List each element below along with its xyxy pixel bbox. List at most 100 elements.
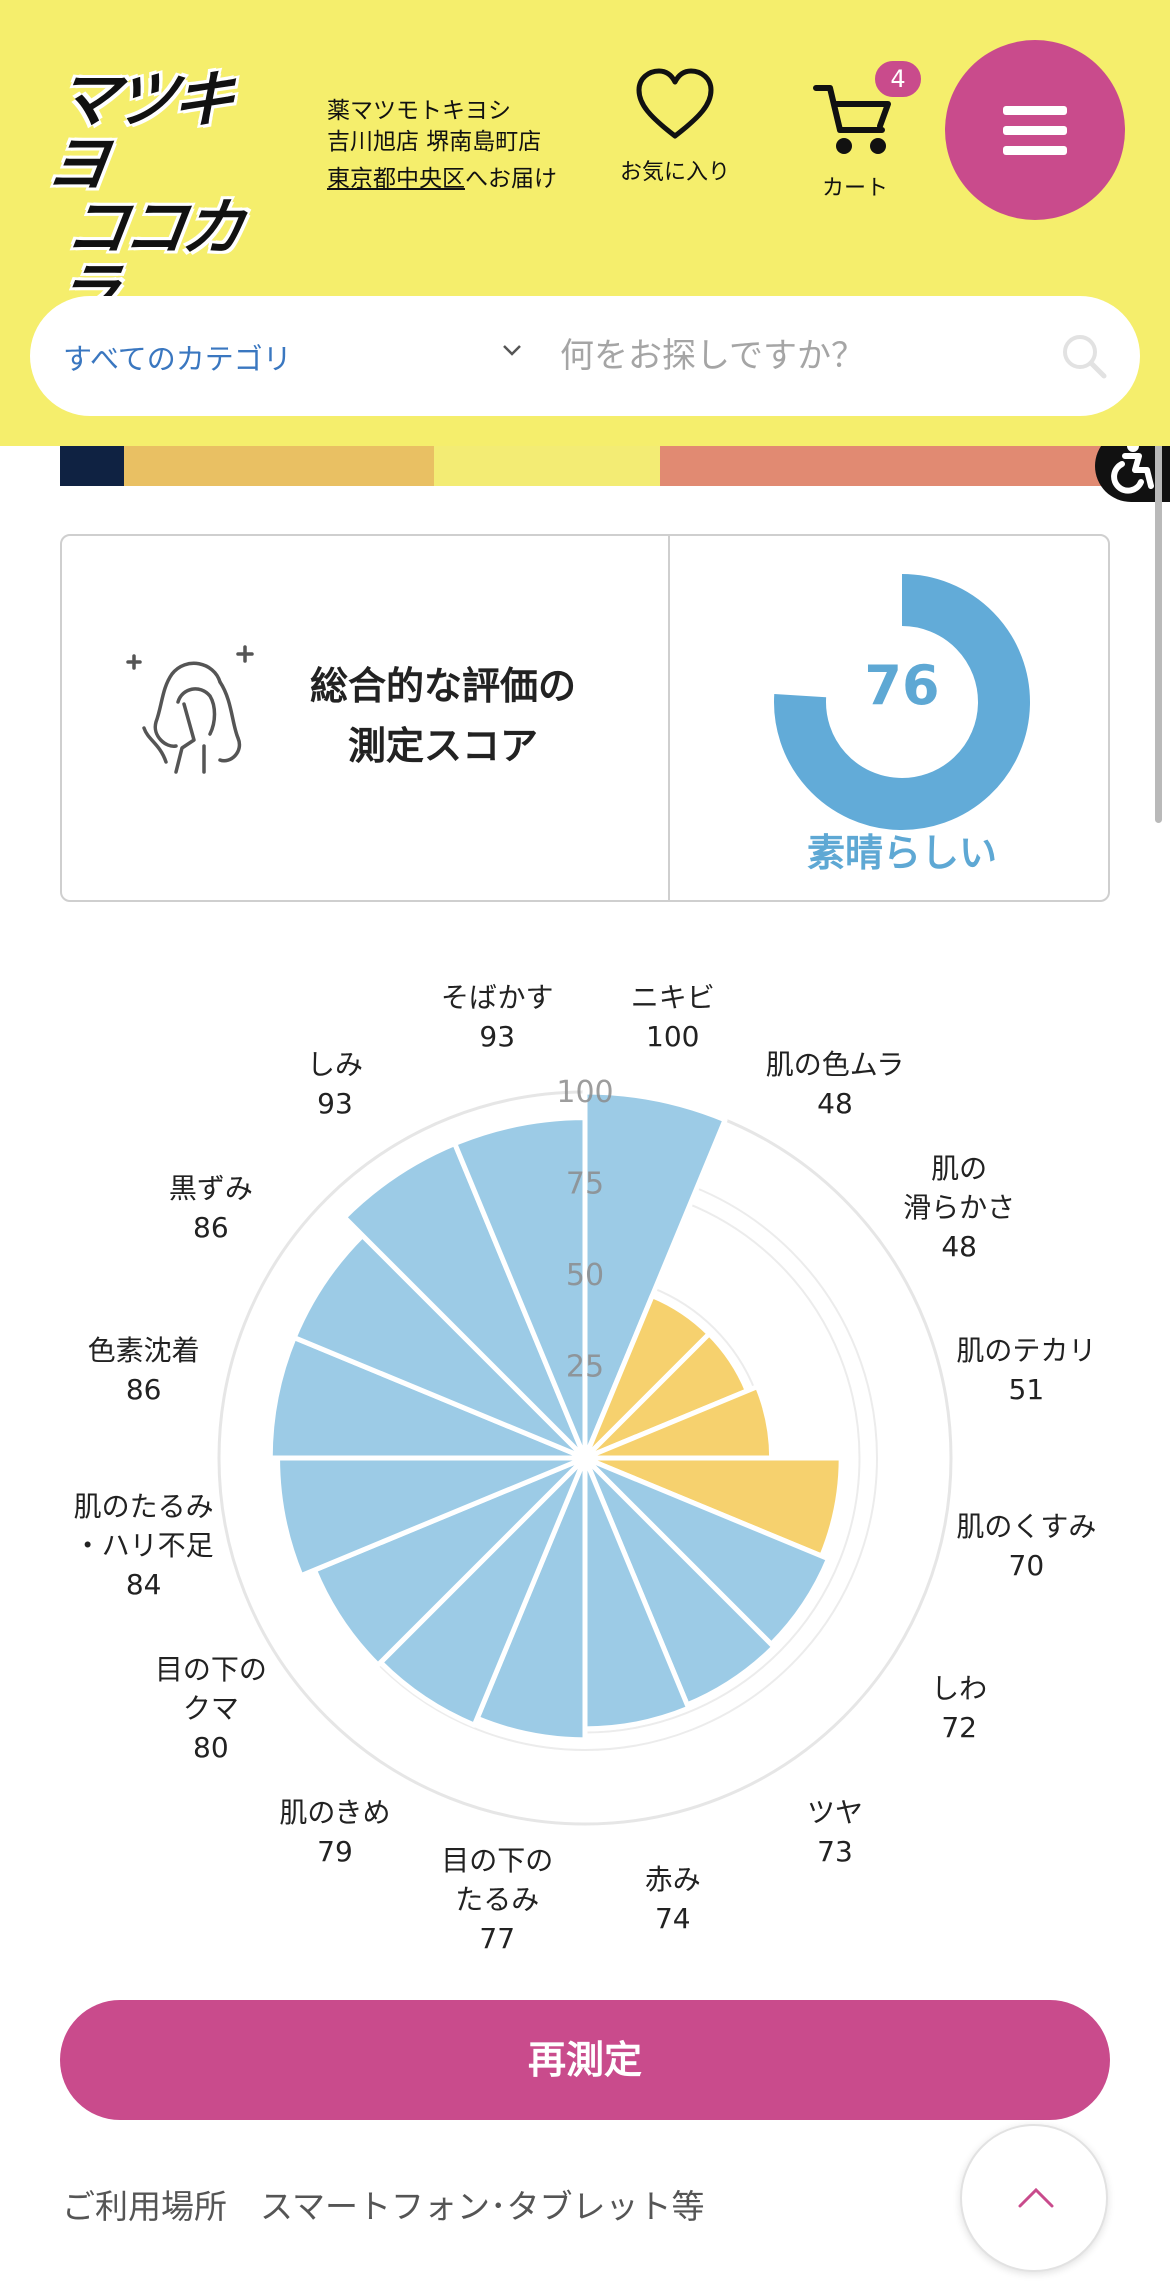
chart-label-text: しわ: [931, 1672, 988, 1705]
face-care-icon: [126, 645, 254, 774]
chart-bar-16: [452, 1115, 588, 1461]
chart-label-text: クマ: [182, 1691, 239, 1725]
chevron-up-icon: [1018, 2187, 1054, 2208]
delivery-prefecture-link[interactable]: 東京都中央区: [327, 166, 465, 192]
chart-label-value: 79: [317, 1835, 353, 1869]
chart-bar-1: [582, 1089, 728, 1461]
skin-analysis-chart: 25 50 75 100 ニキビ 100 肌の色ムラ 48 肌の 滑らかさ 48 肌のテカリ 51 肌の…: [0, 940, 1170, 2000]
search-bar: すべてのカテゴリ: [30, 296, 1140, 416]
promo-banner-segment[interactable]: [434, 446, 660, 486]
chart-label-text: ニキビ: [630, 980, 715, 1014]
cart-count-badge: 4: [872, 58, 924, 100]
chart-bar-15: [341, 1141, 588, 1461]
chart-label-14: 黒ずみ 86: [169, 1169, 253, 1247]
chart-label-value: 86: [125, 1373, 162, 1407]
card-title-line-2: 測定スコア: [348, 724, 539, 768]
promo-banner-segment[interactable]: [60, 446, 124, 486]
chart-label-15: しみ 93: [307, 1045, 363, 1123]
scroll-to-top-button[interactable]: [960, 2124, 1108, 2272]
card-title: 総合的な評価の 測定スコア: [310, 656, 576, 776]
chart-label-12: 肌のたるみ ・ハリ不足 84: [74, 1487, 214, 1604]
delivery-area[interactable]: 東京都中央区へお届け: [327, 164, 557, 195]
chart-label-text: 色素沈着: [87, 1334, 200, 1368]
delivery-suffix: へお届け: [465, 166, 557, 192]
store-branch: 吉川旭店 堺南島町店: [327, 129, 542, 155]
chart-label-13: 色素沈着 86: [88, 1331, 200, 1409]
chart-label-value: 48: [817, 1086, 853, 1120]
chart-label-value: 74: [654, 1902, 691, 1936]
chart-label-text: そばかす: [440, 980, 554, 1014]
chart-label-text: 赤み: [644, 1863, 701, 1897]
chart-label-text: 肌の色ムラ: [765, 1047, 905, 1081]
chart-label-10: 肌のきめ 79: [279, 1793, 390, 1871]
search-input[interactable]: [560, 326, 1020, 386]
score-donut: [774, 574, 1030, 830]
chart-label-value: 93: [479, 1019, 516, 1053]
chart-label-value: 86: [193, 1210, 229, 1244]
page-scrollbar[interactable]: [1155, 318, 1162, 823]
chart-label-text: 肌のテカリ: [956, 1334, 1097, 1368]
chevron-down-icon[interactable]: [500, 338, 524, 362]
menu-bar-2: [1003, 126, 1067, 135]
menu-bar-3: [1003, 146, 1067, 155]
card-divider: [668, 536, 670, 900]
chart-label-4: 肌のテカリ 51: [956, 1331, 1096, 1409]
promo-banner-segment[interactable]: [660, 446, 1110, 486]
brand-logo[interactable]: マツキヨ ココカラ: [42, 63, 262, 328]
chart-label-3: 肌の滑らかさ 48: [903, 1149, 1015, 1266]
chart-label-value: 70: [1008, 1548, 1045, 1582]
chart-label-text: たるみ: [455, 1882, 540, 1916]
chart-label-text: 黒ずみ: [168, 1171, 253, 1205]
chart-label-value: 73: [817, 1835, 853, 1869]
polar-chart-svg: 25 50 75 100: [217, 1075, 953, 1826]
chart-label-text: しみ: [306, 1047, 363, 1081]
score-rating: 素晴らしい: [806, 831, 997, 875]
chart-label-16: そばかす 93: [441, 978, 554, 1056]
store-name: 薬マツモトキヨシ: [327, 98, 511, 124]
logo-line-1: マツキヨ: [42, 63, 236, 200]
chart-label-value: 93: [317, 1086, 353, 1120]
chart-label-8: 赤み 74: [645, 1860, 701, 1938]
chart-label-value: 72: [941, 1711, 977, 1744]
chart-label-value: 100: [646, 1019, 700, 1053]
score-value: 76: [864, 654, 940, 717]
favorites-label: お気に入り: [619, 160, 730, 185]
score-arc: [774, 574, 1030, 830]
chart-label-text: 滑らかさ: [903, 1191, 1016, 1225]
cart-button[interactable]: 4 カート: [790, 58, 924, 202]
chart-label-5: 肌のくすみ 70: [956, 1507, 1096, 1585]
cart-label: カート: [821, 176, 888, 201]
favorites-button[interactable]: お気に入り: [610, 68, 740, 186]
chart-label-text: 目の下の: [441, 1843, 554, 1877]
chart-label-value: 51: [1008, 1373, 1045, 1407]
hamburger-menu-button[interactable]: [945, 40, 1125, 220]
chart-label-6: しわ 72: [931, 1669, 987, 1747]
chart-label-text: 目の下の: [154, 1652, 267, 1686]
chart-label-text: 肌の: [931, 1152, 988, 1186]
overall-score-card: 総合的な評価の 測定スコア 76 素晴らしい: [60, 534, 1110, 902]
chart-label-text: ・ハリ不足: [73, 1529, 214, 1563]
cart-icon: [813, 85, 891, 154]
store-info[interactable]: 薬マツモトキヨシ 吉川旭店 堺南島町店 東京都中央区へお届け: [327, 96, 557, 195]
remeasure-button[interactable]: 再測定: [60, 2000, 1110, 2120]
chart-label-value: 80: [193, 1730, 229, 1764]
card-title-line-1: 総合的な評価の: [310, 664, 577, 708]
chart-label-9: 目の下のたるみ 77: [441, 1841, 553, 1958]
chart-label-text: 肌のきめ: [279, 1796, 391, 1830]
heart-icon: [636, 68, 714, 139]
header-bar: マツキヨ ココカラ 薬マツモトキヨシ 吉川旭店 堺南島町店 東京都中央区へお届け…: [0, 0, 1170, 446]
chart-label-2: 肌の色ムラ 48: [766, 1045, 905, 1123]
chart-label-value: 48: [941, 1230, 977, 1264]
chart-label-7: ツヤ 73: [807, 1793, 863, 1871]
radial-tick-label: 25: [566, 1350, 604, 1385]
category-select[interactable]: すべてのカテゴリ: [63, 342, 292, 376]
promo-banner-segment[interactable]: [124, 446, 434, 486]
search-icon[interactable]: [1060, 332, 1108, 380]
chart-label-text: 肌のたるみ: [73, 1490, 214, 1524]
chart-label-text: ツヤ: [806, 1796, 864, 1830]
chart-label-text: 肌のくすみ: [956, 1509, 1097, 1543]
menu-bar-1: [1003, 106, 1067, 115]
chart-label-value: 77: [479, 1921, 516, 1955]
radial-tick-label: 75: [566, 1167, 604, 1202]
chart-label-11: 目の下のクマ 80: [155, 1650, 267, 1767]
